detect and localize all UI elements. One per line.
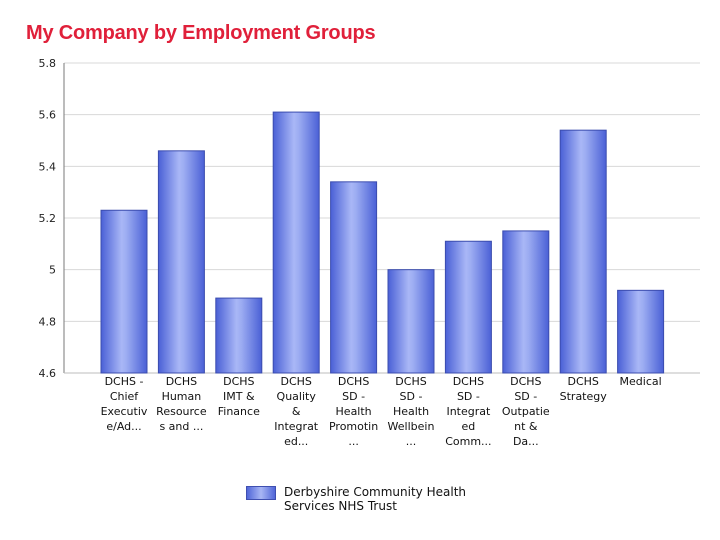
x-tick-label: Medical [620,375,662,388]
bars [100,111,665,374]
chart-title: My Company by Employment Groups [26,22,376,44]
y-tick-label: 5.8 [39,57,57,70]
x-tick-label: DCHS SD -Integrat ed Comm... [445,375,491,448]
x-tick-label: DCHS Strategy [560,375,608,403]
x-tick-label: DCHS Human Resource s and ... [156,375,207,433]
bar [559,129,607,374]
x-tick-label: DCHS SD -Health Promotin... [329,375,378,448]
y-tick-label: 5.6 [39,109,57,122]
y-tick-label: 5.4 [39,160,57,173]
bar-chart: 4.6 4.8 5 5.2 5.4 5.6 5.8 DCHS -Chief Executiv e… [39,57,700,448]
y-tick-label: 5 [49,264,56,277]
bar [444,240,492,374]
bar [330,181,378,374]
y-tick-label: 4.8 [39,315,57,328]
category-labels: DCHS -Chief Executiv e/Ad...DCHS Human Resou… [101,375,662,448]
y-tick-label: 4.6 [39,367,57,380]
bar [272,111,320,374]
bar [215,297,263,374]
legend: Derbyshire Community Health Services NHS… [246,485,494,513]
legend-label: Derbyshire Community Health Services NHS… [284,485,467,513]
y-tick-label: 5.2 [39,212,57,225]
legend-swatch [246,486,276,500]
x-tick-label: DCHS SD -Health Wellbein... [388,375,435,448]
bar [157,150,205,374]
bar [502,230,550,374]
bar [387,269,435,374]
axes: 4.6 4.8 5 5.2 5.4 5.6 5.8 [39,57,700,380]
bar [100,209,148,374]
x-tick-label: DCHS IMT & Finance [218,375,260,418]
x-tick-label: DCHS SD -Outpatie nt & Da... [502,375,550,448]
x-tick-label: DCHS Quality & Integrat ed... [274,375,319,448]
bar [617,289,665,374]
x-tick-label: DCHS -Chief Executiv e/Ad... [101,375,148,433]
